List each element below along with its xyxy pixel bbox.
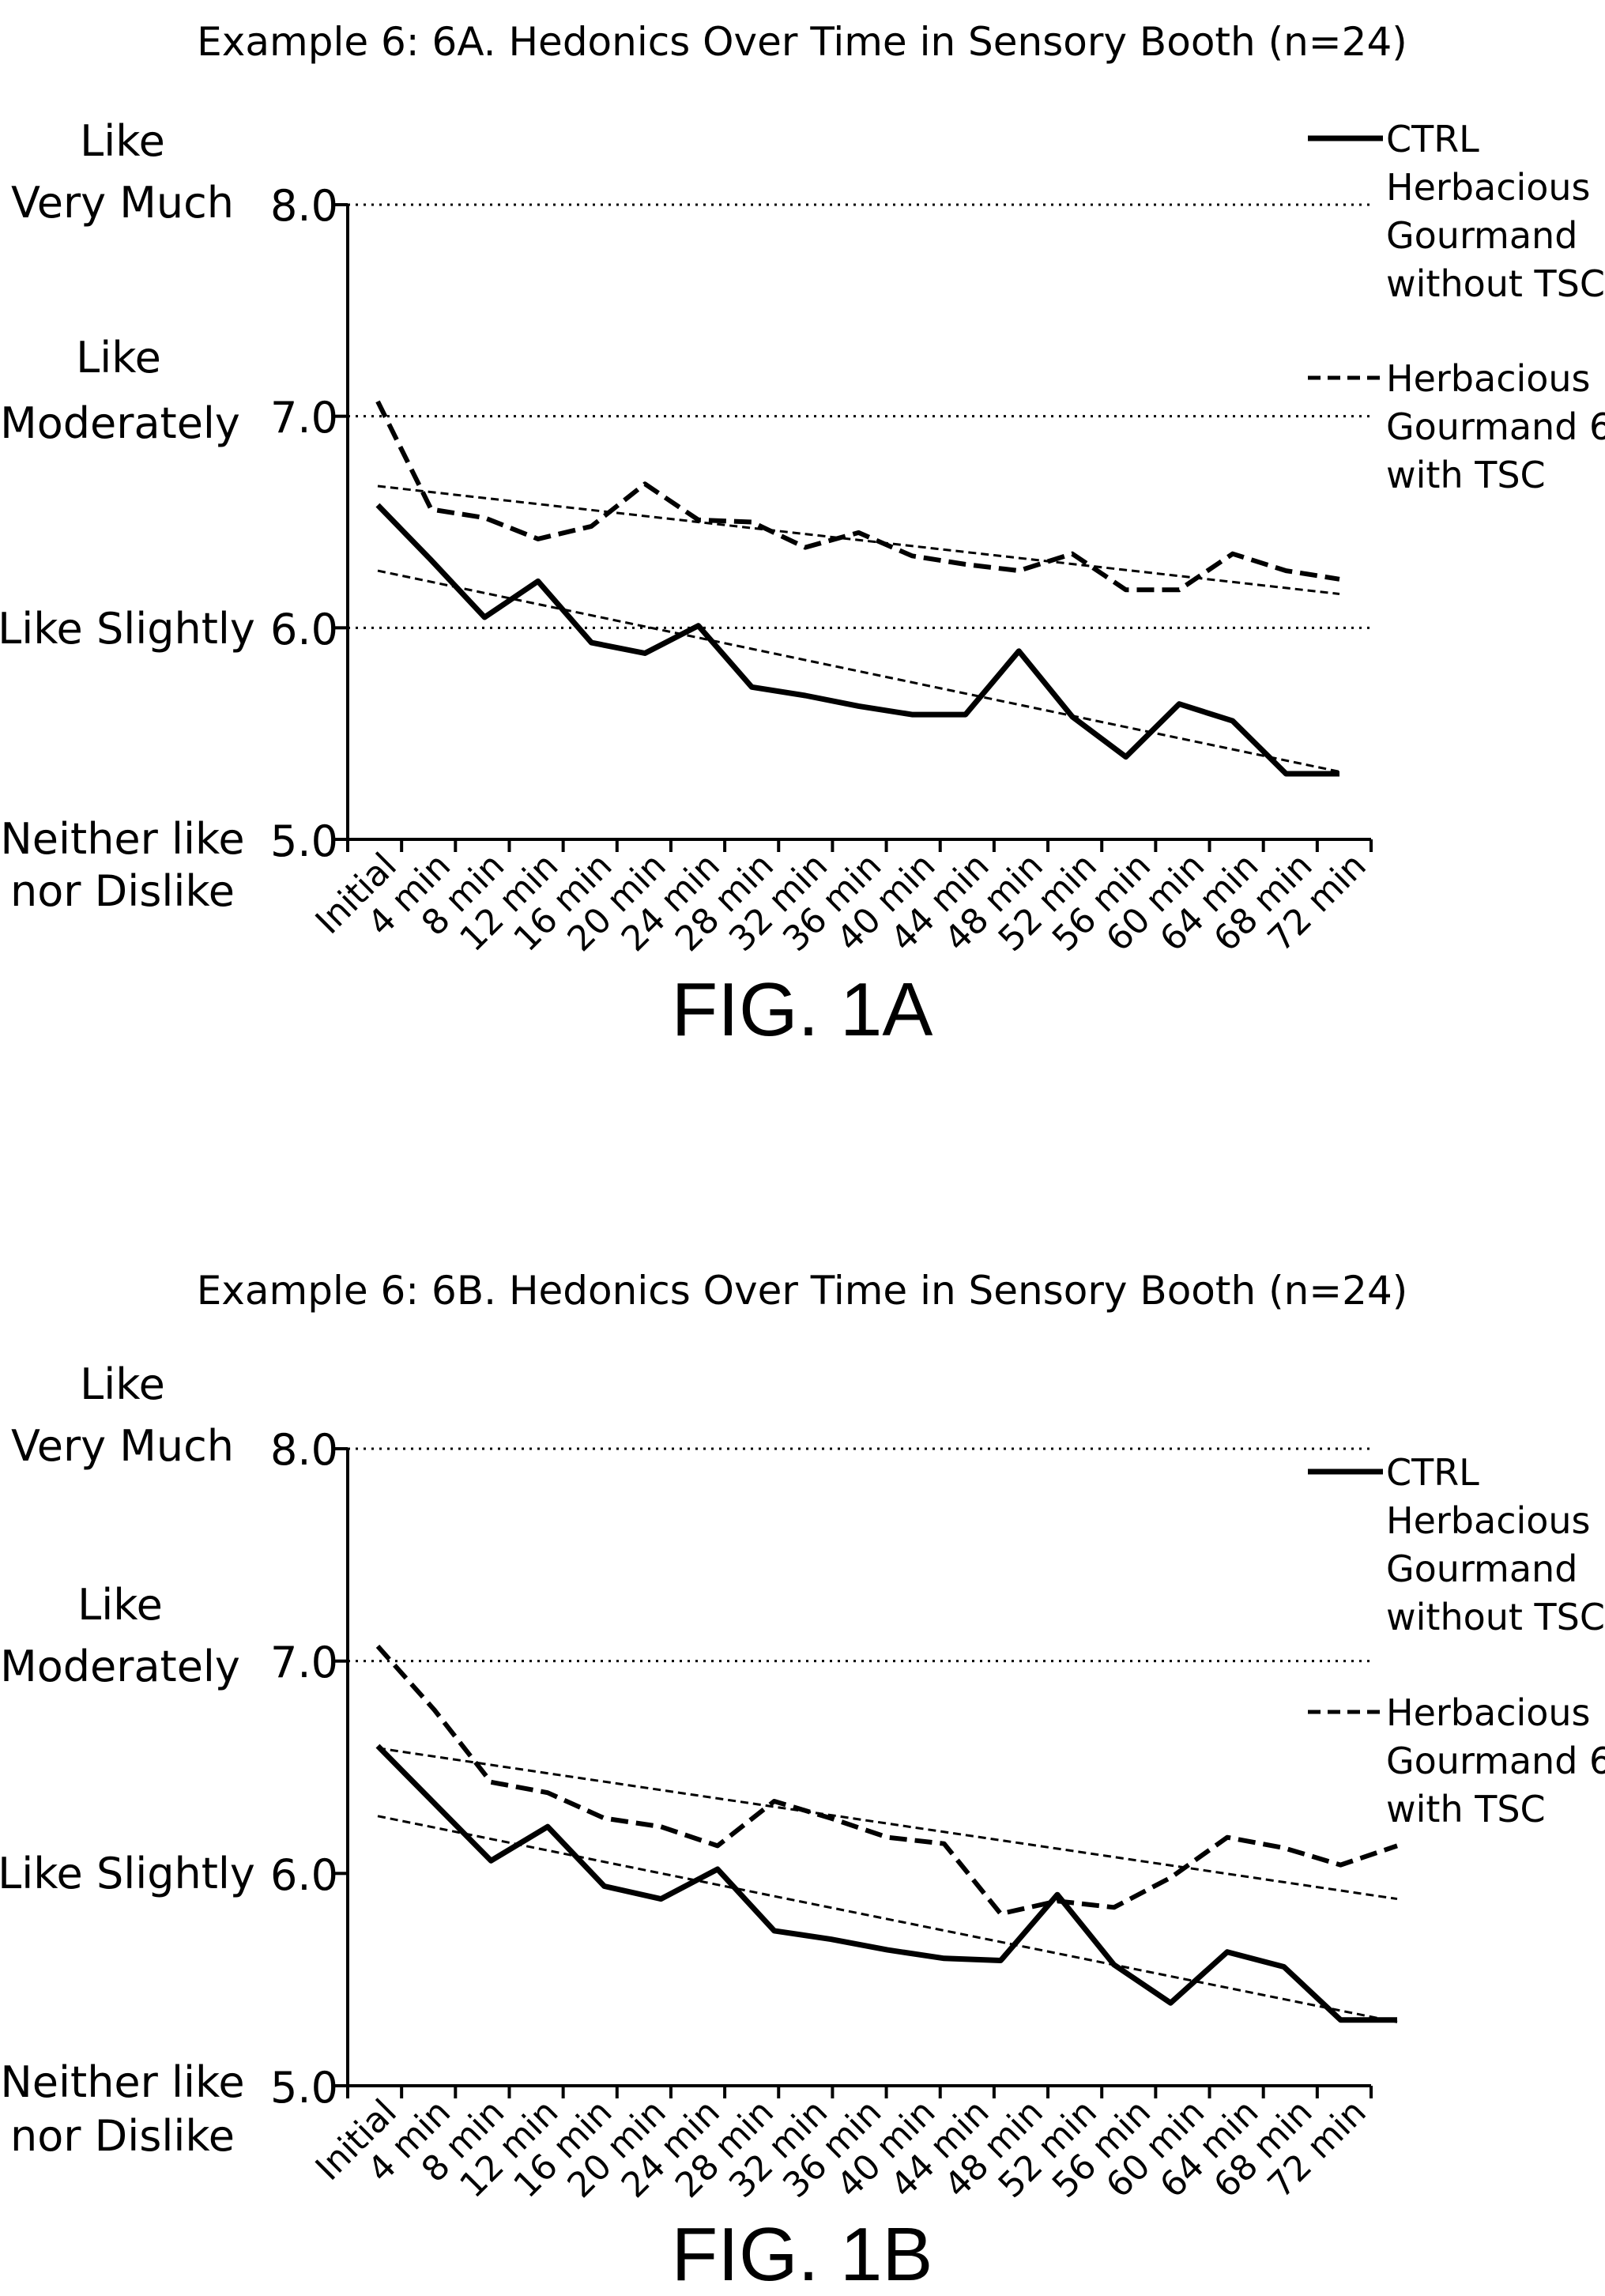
- y-ticks: 8.0 7.0 6.0 5.0: [270, 1425, 338, 2113]
- y-cat-label-like-moderately: Moderately: [0, 1642, 240, 1691]
- y-cat-label-like-slightly: Like Slightly: [0, 1849, 255, 1898]
- legend: CTRL Herbacious Gourmand without TSC Her…: [1308, 1451, 1605, 1830]
- y-cat-label-neither: nor Dislike: [10, 866, 235, 916]
- chart-1b: Example 6: 6B. Hedonics Over Time in Sen…: [0, 1268, 1605, 2296]
- y-cat-label-like-moderately: Like: [77, 1580, 163, 1630]
- legend: CTRL Herbacious Gourmand without TSC Her…: [1308, 118, 1605, 496]
- legend-label-ctrl: Herbacious: [1386, 166, 1591, 209]
- x-category-labels: Initial4 min8 min12 min16 min20 min24 mi…: [308, 2092, 1374, 2206]
- series-line-ctrl: [378, 1746, 1397, 2020]
- legend-label-ctrl: Gourmand: [1386, 1548, 1577, 1590]
- trendline: [378, 1816, 1397, 2023]
- y-tick-label-6: 6.0: [270, 605, 338, 654]
- legend-label-tsc: Herbacious: [1386, 357, 1591, 400]
- y-cat-label-neither: nor Dislike: [10, 2111, 235, 2161]
- y-tick-label-6: 6.0: [270, 1850, 338, 1900]
- figure-label: FIG. 1A: [672, 967, 933, 1052]
- trendline: [378, 1748, 1397, 1899]
- legend-label-tsc: with TSC: [1386, 1788, 1546, 1830]
- legend-label-ctrl: Gourmand: [1386, 214, 1577, 257]
- legend-label-ctrl: without TSC: [1386, 262, 1605, 305]
- y-cat-label-neither: Neither like: [0, 814, 244, 864]
- y-ticks: 8.0 7.0 6.0 5.0: [270, 181, 338, 866]
- series-line-ctrl: [378, 505, 1339, 774]
- x-category-labels: Initial4 min8 min12 min16 min20 min24 mi…: [308, 846, 1374, 959]
- y-tick-label-7: 7.0: [270, 1638, 338, 1687]
- y-tick-label-8: 8.0: [270, 181, 338, 231]
- y-tick-label-5: 5.0: [270, 2063, 338, 2113]
- axes: [335, 1449, 1371, 2098]
- y-tick-label-8: 8.0: [270, 1425, 338, 1475]
- chart-title: Example 6: 6A. Hedonics Over Time in Sen…: [197, 19, 1407, 65]
- series-line-tsc: [378, 1646, 1397, 1914]
- y-cat-label-neither: Neither like: [0, 2057, 244, 2107]
- chart-1a: Example 6: 6A. Hedonics Over Time in Sen…: [0, 19, 1605, 1052]
- legend-label-ctrl: Herbacious: [1386, 1499, 1591, 1542]
- legend-label-tsc: Herbacious: [1386, 1691, 1591, 1734]
- gridlines: [348, 1449, 1371, 1661]
- y-category-labels: Like Very Much Like Moderately Like Slig…: [0, 116, 255, 916]
- legend-label-tsc: Gourmand 6B: [1386, 1740, 1605, 1782]
- legend-label-tsc: with TSC: [1386, 454, 1546, 496]
- legend-label-ctrl: CTRL: [1386, 1451, 1479, 1494]
- y-cat-label-like-very-much: Very Much: [11, 178, 234, 228]
- series-lines: [378, 1646, 1397, 2020]
- axes: [335, 205, 1371, 852]
- y-cat-label-like-very-much: Like: [80, 1359, 165, 1409]
- y-cat-label-like-very-much: Very Much: [11, 1421, 234, 1471]
- legend-label-tsc: Gourmand 6A: [1386, 405, 1605, 448]
- y-cat-label-like-moderately: Moderately: [0, 398, 240, 448]
- y-cat-label-like-very-much: Like: [80, 116, 165, 166]
- series-lines: [378, 402, 1339, 774]
- figure-page: Example 6: 6A. Hedonics Over Time in Sen…: [0, 0, 1605, 2296]
- figure-label: FIG. 1B: [672, 2212, 933, 2296]
- y-cat-label-like-slightly: Like Slightly: [0, 604, 255, 654]
- legend-label-ctrl: without TSC: [1386, 1596, 1605, 1638]
- legend-label-ctrl: CTRL: [1386, 118, 1479, 160]
- series-line-tsc: [378, 402, 1339, 590]
- y-category-labels: Like Very Much Like Moderately Like Slig…: [0, 1359, 255, 2161]
- y-cat-label-like-moderately: Like: [76, 333, 161, 383]
- chart-title: Example 6: 6B. Hedonics Over Time in Sen…: [197, 1268, 1408, 1314]
- y-tick-label-5: 5.0: [270, 816, 338, 866]
- trendline: [378, 571, 1339, 771]
- y-tick-label-7: 7.0: [270, 393, 338, 443]
